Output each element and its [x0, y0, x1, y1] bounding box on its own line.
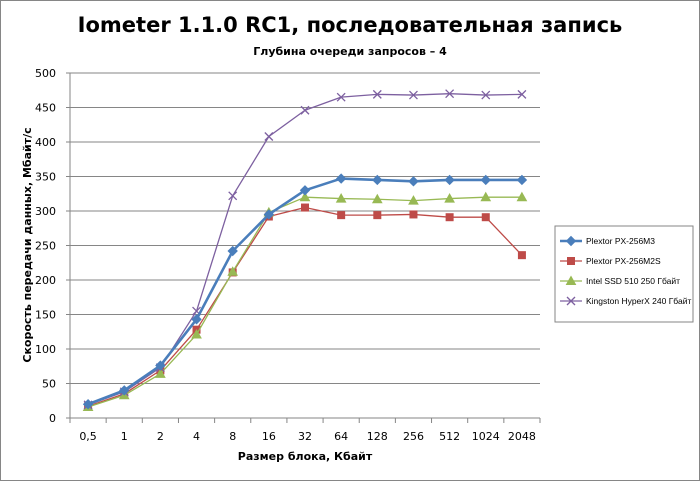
x-axis-ticks: 0,5 1 2 4 8 16 32 64 128 256 512 1024 2048: [79, 430, 536, 443]
data-point: [191, 314, 202, 325]
legend-item: Plextor PX-256M2S: [560, 256, 661, 266]
data-point: [517, 251, 526, 260]
x-tick-label: 1: [121, 430, 128, 443]
data-point: [373, 211, 382, 220]
x-tick-label: 2: [157, 430, 164, 443]
axes: [66, 72, 541, 423]
series-line: [87, 93, 522, 406]
legend-marker: [567, 257, 575, 265]
chart-subtitle: Глубина очереди запросов – 4: [253, 45, 447, 58]
data-point: [336, 92, 346, 102]
gridlines: [70, 72, 540, 384]
data-point: [444, 193, 455, 203]
data-point: [480, 191, 492, 202]
y-tick-label: 350: [35, 171, 56, 184]
data-point: [335, 193, 347, 203]
series-4: [83, 89, 527, 410]
data-point: [119, 385, 130, 396]
data-point: [516, 174, 528, 186]
y-axis-title: Скорость передачи данных, Мбайт/с: [21, 127, 34, 362]
data-point: [264, 132, 274, 141]
legend-marker: [566, 296, 576, 306]
legend-marker: [565, 235, 577, 247]
data-point: [335, 173, 347, 184]
y-axis-ticks: 0 50 100 150 200 250 300 350 400 450 500: [35, 67, 56, 425]
series-line: [87, 206, 523, 407]
data-point: [227, 245, 238, 257]
x-tick-label: 0,5: [79, 430, 97, 443]
x-tick-label: 8: [229, 430, 236, 443]
x-tick-label: 128: [367, 430, 388, 443]
y-tick-label: 0: [49, 412, 56, 425]
data-point: [155, 360, 166, 371]
legend-marker: [565, 275, 577, 285]
x-tick-label: 256: [403, 430, 424, 443]
data-point: [227, 266, 239, 276]
data-point: [372, 89, 382, 99]
data-point: [409, 210, 418, 219]
data-point: [408, 195, 419, 205]
y-tick-label: 50: [42, 378, 56, 391]
data-point: [299, 191, 311, 202]
legend: Plextor PX-256M3 Plextor PX-256M2S Intel S…: [554, 225, 694, 323]
legend-label: Plextor PX-256M2S: [586, 256, 661, 266]
data-point: [337, 211, 346, 220]
series-1: [82, 173, 528, 410]
data-point: [481, 213, 490, 222]
data-point: [228, 191, 238, 201]
x-tick-label: 4: [193, 430, 200, 443]
data-point: [372, 174, 383, 186]
x-tick-label: 64: [334, 430, 348, 443]
data-point: [408, 176, 419, 187]
series-lines: [82, 89, 528, 411]
data-point: [516, 191, 528, 202]
y-tick-label: 450: [35, 102, 56, 115]
y-tick-label: 200: [35, 274, 56, 287]
y-tick-label: 400: [35, 136, 56, 149]
legend-label: Kingston HyperX 240 Гбайт: [586, 296, 691, 306]
data-point: [263, 209, 275, 220]
legend-label: Plextor PX-256M3: [586, 236, 655, 246]
data-point: [445, 89, 455, 99]
x-axis-title: Размер блока, Кбайт: [238, 450, 373, 463]
x-tick-label: 512: [439, 430, 460, 443]
data-point: [155, 368, 166, 378]
legend-item: Intel SSD 510 250 Гбайт: [560, 275, 680, 286]
data-point: [301, 203, 309, 212]
legend-label: Intel SSD 510 250 Гбайт: [586, 276, 680, 286]
y-tick-label: 150: [35, 309, 56, 322]
y-tick-label: 300: [35, 205, 56, 218]
x-tick-label: 2048: [508, 430, 536, 443]
legend-item: Plextor PX-256M3: [560, 235, 655, 247]
y-tick-label: 250: [35, 240, 56, 253]
x-tick-label: 32: [298, 430, 312, 443]
data-point: [82, 398, 94, 410]
data-point: [444, 174, 455, 186]
series-line: [87, 177, 522, 406]
data-point: [300, 105, 310, 115]
legend-item: Kingston HyperX 240 Гбайт: [560, 296, 691, 306]
data-point: [445, 213, 454, 222]
data-point: [191, 328, 202, 339]
data-point: [299, 185, 311, 196]
x-tick-label: 16: [262, 430, 276, 443]
chart-title: Iometer 1.1.0 RC1, последовательная запи…: [78, 13, 623, 37]
x-tick-label: 1024: [472, 430, 500, 443]
data-point: [517, 89, 527, 99]
y-tick-label: 500: [35, 67, 56, 80]
data-point: [480, 174, 491, 186]
data-point: [481, 90, 491, 100]
y-tick-label: 100: [35, 343, 56, 356]
data-point: [371, 193, 383, 204]
data-point: [409, 90, 418, 100]
